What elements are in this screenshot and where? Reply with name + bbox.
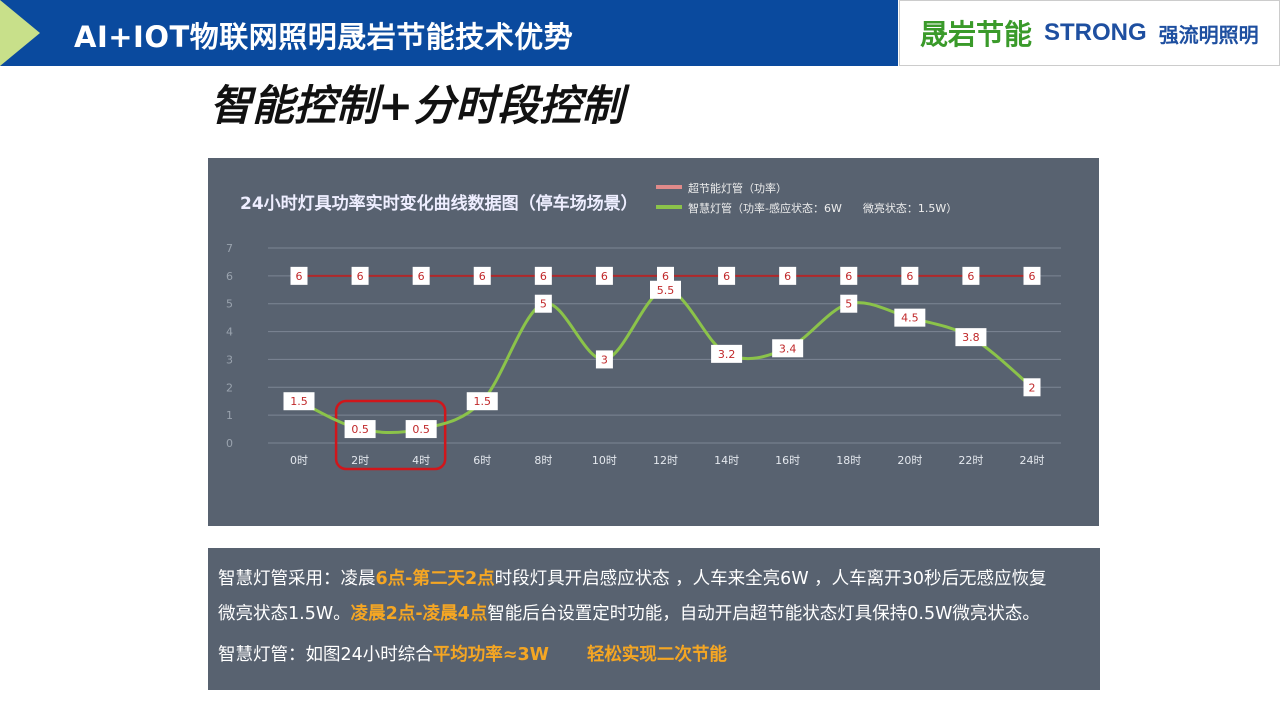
x-tick-label: 16时: [775, 454, 800, 467]
legend-swatch-green: [656, 205, 682, 209]
data-label: 3.2: [718, 348, 736, 361]
data-label-box: [473, 266, 491, 285]
x-tick-label: 6时: [473, 454, 491, 467]
data-label: 0.5: [351, 423, 369, 436]
description-panel: 智慧灯管采用：凌晨6点-第二天2点时段灯具开启感应状态 ，人车来全亮6W ，人车…: [208, 548, 1100, 690]
data-label-box: [962, 266, 980, 285]
y-tick-label: 2: [226, 381, 233, 394]
data-label: 6: [479, 270, 486, 283]
data-label: 2: [1029, 381, 1036, 394]
header-title: AI+IOT物联网照明晟岩节能技术优势: [74, 20, 574, 54]
data-label-box: [595, 350, 613, 369]
data-label-box: [466, 392, 498, 411]
data-label-box: [711, 344, 743, 363]
logo: 晟岩节能 STRONG 强流明照明: [899, 0, 1280, 66]
data-label: 1.5: [290, 395, 308, 408]
chart-title: 24小时灯具功率实时变化曲线数据图（停车场场景）: [240, 193, 638, 214]
data-label-box: [351, 266, 369, 285]
data-label: 3.4: [779, 342, 797, 355]
data-label-box: [1023, 378, 1041, 397]
chart-panel: 24小时灯具功率实时变化曲线数据图（停车场场景） 超节能灯管（功率） 智慧灯管（…: [208, 158, 1099, 526]
x-tick-label: 20时: [897, 454, 922, 467]
description-line-3: 智慧灯管：如图24小时综合平均功率≈3W 轻松实现二次节能: [218, 645, 727, 665]
data-label-box: [718, 266, 736, 285]
data-label-box: [412, 266, 430, 285]
data-label: 6: [296, 270, 303, 283]
data-label: 6: [540, 270, 547, 283]
data-label: 1.5: [474, 395, 492, 408]
data-label-box: [405, 420, 437, 439]
x-tick-label: 24时: [1020, 454, 1045, 467]
header-bar: AI+IOT物联网照明晟岩节能技术优势: [0, 0, 898, 66]
slide-title: 智能控制+分时段控制: [210, 81, 624, 130]
data-label-box: [894, 308, 926, 327]
y-tick-label: 1: [226, 409, 233, 422]
data-label: 3.8: [962, 331, 980, 344]
x-tick-label: 10时: [592, 454, 617, 467]
arrow-icon: [0, 0, 40, 66]
data-label: 0.5: [412, 423, 430, 436]
data-label-box: [650, 280, 681, 299]
data-label-box: [534, 294, 552, 313]
y-tick-label: 3: [226, 353, 233, 366]
data-label: 3: [601, 353, 608, 366]
data-label-box: [840, 266, 858, 285]
data-label: 5: [540, 298, 547, 311]
logo-strong: STRONG: [1044, 19, 1147, 46]
description-line-1: 智慧灯管采用：凌晨6点-第二天2点时段灯具开启感应状态 ，人车来全亮6W ，人车…: [218, 569, 1047, 589]
y-tick-label: 4: [226, 326, 233, 339]
data-label: 6: [662, 270, 669, 283]
data-label-box: [955, 328, 987, 347]
y-tick-label: 0: [226, 437, 233, 450]
data-label-box: [1023, 266, 1041, 285]
data-label: 6: [784, 270, 791, 283]
legend-swatch-red: [656, 185, 682, 189]
data-label: 4.5: [901, 312, 919, 325]
data-label-box: [840, 294, 858, 313]
logo-cn: 晟岩节能: [920, 18, 1033, 51]
data-label: 6: [418, 270, 425, 283]
data-label: 5.5: [657, 284, 675, 297]
x-tick-label: 12时: [653, 454, 678, 467]
y-tick-label: 7: [226, 242, 233, 255]
data-label: 6: [357, 270, 364, 283]
data-label: 6: [723, 270, 730, 283]
chart: 24小时灯具功率实时变化曲线数据图（停车场场景） 超节能灯管（功率） 智慧灯管（…: [226, 181, 1061, 471]
legend-label-red: 超节能灯管（功率）: [688, 181, 787, 195]
description-line-2: 微亮状态1.5W。凌晨2点-凌晨4点智能后台设置定时功能，自动开启超节能状态灯具…: [218, 604, 1040, 624]
data-label-box: [595, 266, 613, 285]
data-label: 6: [845, 270, 852, 283]
x-tick-label: 22时: [958, 454, 983, 467]
x-tick-label: 14时: [714, 454, 739, 467]
data-label-box: [901, 266, 919, 285]
data-label: 6: [967, 270, 974, 283]
data-label-box: [344, 420, 376, 439]
legend-label-green: 智慧灯管（功率-感应状态：6W 微亮状态：1.5W）: [688, 201, 957, 215]
data-label: 5: [845, 298, 852, 311]
x-tick-label: 2时: [351, 454, 369, 467]
x-tick-label: 18时: [836, 454, 861, 467]
data-label-box: [772, 339, 804, 358]
data-label: 6: [601, 270, 608, 283]
y-tick-label: 6: [226, 270, 233, 283]
data-label-box: [779, 266, 797, 285]
x-tick-label: 8时: [534, 454, 552, 467]
highlight-box: [334, 399, 447, 471]
data-label-box: [290, 266, 308, 285]
x-tick-label: 0时: [290, 454, 308, 467]
x-tick-label: 4时: [412, 454, 430, 467]
y-tick-label: 5: [226, 298, 233, 311]
data-label-box: [534, 266, 552, 285]
data-label: 6: [906, 270, 913, 283]
data-label-box: [283, 392, 315, 411]
data-label-box: [657, 266, 674, 285]
logo-sub: 强流明照明: [1158, 22, 1259, 47]
data-label: 6: [1029, 270, 1036, 283]
